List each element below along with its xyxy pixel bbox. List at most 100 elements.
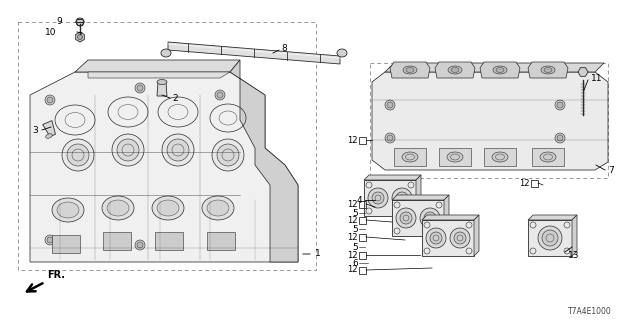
Circle shape: [45, 95, 55, 105]
Ellipse shape: [447, 152, 463, 162]
Bar: [528, 220, 572, 256]
Circle shape: [555, 133, 565, 143]
Polygon shape: [480, 62, 520, 78]
Circle shape: [167, 139, 189, 161]
Bar: [359, 267, 366, 274]
Circle shape: [542, 230, 558, 246]
Ellipse shape: [152, 196, 184, 220]
Polygon shape: [372, 72, 608, 170]
Circle shape: [400, 212, 412, 224]
Circle shape: [385, 100, 395, 110]
Text: 10: 10: [45, 28, 56, 36]
Bar: [394, 148, 426, 166]
Bar: [364, 180, 416, 216]
Bar: [531, 180, 538, 187]
Circle shape: [45, 235, 55, 245]
Circle shape: [385, 133, 395, 143]
Text: 11: 11: [591, 74, 602, 83]
Circle shape: [112, 134, 144, 166]
Bar: [484, 148, 516, 166]
Polygon shape: [157, 82, 167, 96]
Ellipse shape: [540, 152, 556, 162]
Polygon shape: [572, 215, 577, 256]
Bar: [155, 232, 183, 250]
Polygon shape: [43, 121, 56, 137]
Circle shape: [368, 188, 388, 208]
Ellipse shape: [492, 152, 508, 162]
Bar: [532, 148, 564, 166]
Polygon shape: [528, 215, 577, 220]
Circle shape: [135, 83, 145, 93]
Circle shape: [162, 134, 194, 166]
Polygon shape: [385, 63, 604, 72]
Circle shape: [137, 242, 143, 248]
Ellipse shape: [496, 68, 504, 73]
Ellipse shape: [157, 79, 167, 84]
Ellipse shape: [52, 198, 84, 222]
Polygon shape: [416, 175, 421, 216]
Circle shape: [372, 192, 384, 204]
Circle shape: [557, 102, 563, 108]
Ellipse shape: [402, 152, 418, 162]
Bar: [18, 22, 316, 270]
Text: 12: 12: [348, 266, 358, 275]
Text: 2: 2: [172, 93, 178, 102]
Text: 6: 6: [352, 259, 358, 268]
Circle shape: [76, 18, 84, 26]
Text: 8: 8: [281, 44, 287, 52]
Polygon shape: [444, 195, 449, 236]
Circle shape: [387, 102, 393, 108]
Ellipse shape: [45, 134, 52, 138]
Text: 3: 3: [32, 125, 38, 134]
Polygon shape: [75, 60, 240, 72]
Circle shape: [217, 144, 239, 166]
Polygon shape: [578, 68, 588, 76]
Text: FR.: FR.: [47, 270, 65, 280]
Text: 9: 9: [56, 17, 62, 26]
Bar: [359, 137, 366, 143]
Ellipse shape: [493, 66, 507, 74]
Circle shape: [454, 232, 466, 244]
Polygon shape: [392, 195, 449, 200]
Text: 7: 7: [608, 165, 614, 174]
Ellipse shape: [161, 49, 171, 57]
Circle shape: [47, 97, 53, 103]
Ellipse shape: [451, 68, 459, 73]
Polygon shape: [168, 42, 340, 64]
Circle shape: [47, 237, 53, 243]
Text: 12: 12: [348, 251, 358, 260]
Text: 12: 12: [348, 199, 358, 209]
Text: 5: 5: [352, 225, 358, 234]
Text: T7A4E1000: T7A4E1000: [568, 308, 612, 316]
Circle shape: [424, 212, 436, 224]
Text: 4: 4: [356, 196, 362, 204]
Bar: [207, 232, 235, 250]
Polygon shape: [528, 62, 568, 78]
Text: 5: 5: [352, 243, 358, 252]
Circle shape: [426, 228, 446, 248]
Bar: [359, 217, 366, 223]
Text: 1: 1: [315, 250, 321, 259]
Ellipse shape: [448, 66, 462, 74]
Bar: [52, 235, 80, 253]
Bar: [359, 234, 366, 241]
Circle shape: [420, 208, 440, 228]
Circle shape: [117, 139, 139, 161]
Ellipse shape: [57, 202, 79, 218]
Text: 12: 12: [520, 179, 530, 188]
Circle shape: [227, 237, 233, 243]
Ellipse shape: [337, 49, 347, 57]
Circle shape: [392, 188, 412, 208]
Circle shape: [67, 144, 89, 166]
Polygon shape: [390, 62, 430, 78]
Polygon shape: [435, 62, 475, 78]
Circle shape: [137, 85, 143, 91]
Bar: [359, 201, 366, 207]
Polygon shape: [474, 215, 479, 256]
Circle shape: [212, 139, 244, 171]
Circle shape: [62, 139, 94, 171]
Circle shape: [215, 90, 225, 100]
Ellipse shape: [202, 196, 234, 220]
Polygon shape: [364, 175, 421, 180]
Circle shape: [450, 228, 470, 248]
